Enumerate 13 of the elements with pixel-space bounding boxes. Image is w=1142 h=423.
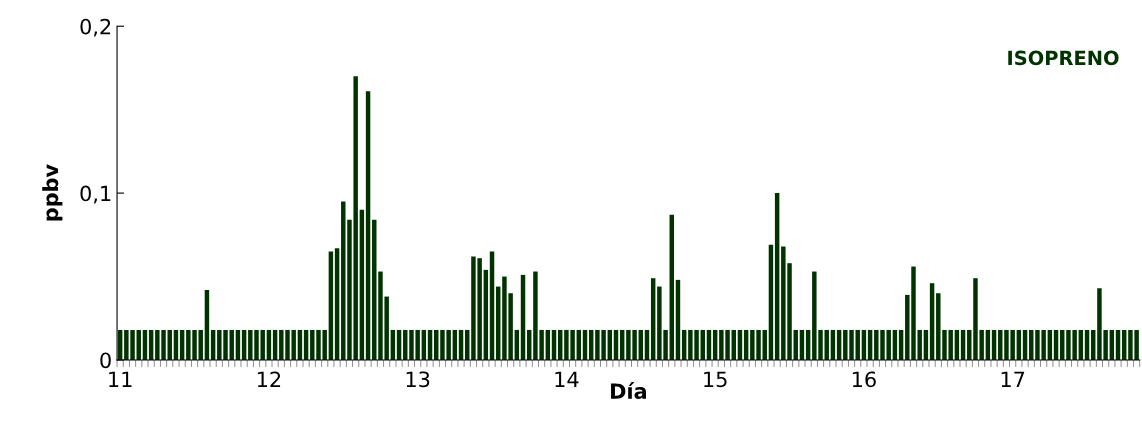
- x-tick-label: 13: [406, 371, 430, 388]
- y-axis-title: ppbv: [42, 164, 63, 221]
- x-tick-label: 11: [109, 371, 132, 387]
- y-tick-label: 0,2: [80, 18, 111, 37]
- x-tick-label: 15: [704, 371, 727, 388]
- x-tick-label: 16: [852, 371, 876, 388]
- x-tick-label: 14: [555, 371, 579, 387]
- x-tick-label: 17: [1001, 371, 1025, 387]
- x-axis-title: Día: [611, 382, 646, 400]
- x-tick-label: 12: [257, 371, 281, 387]
- y-tick-label: 0,1: [80, 185, 111, 204]
- text: ISOPRENO: [1008, 50, 1119, 66]
- y-tick-label: 0: [100, 352, 111, 369]
